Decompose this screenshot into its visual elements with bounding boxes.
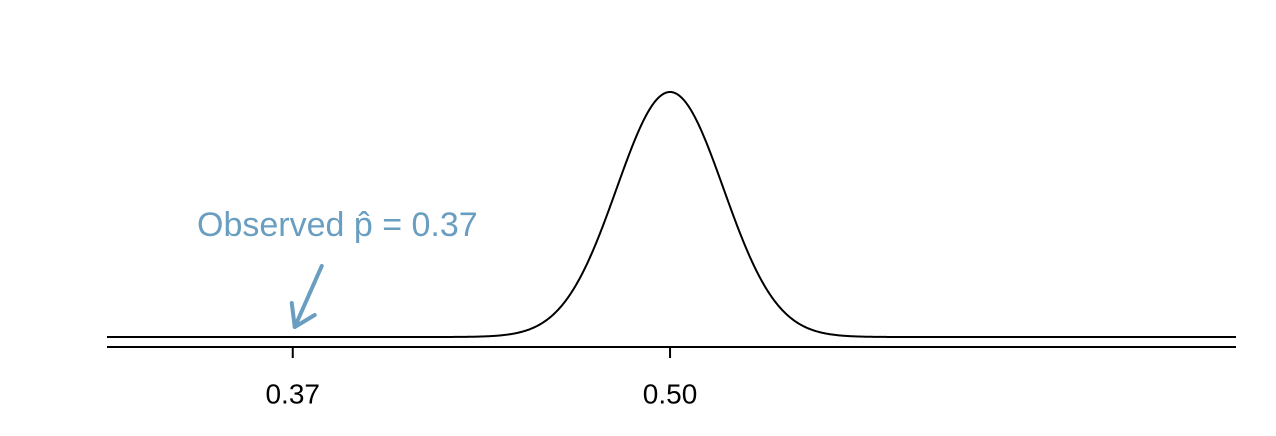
density-curve [107,90,1236,338]
x-tick-label: 0.37 [265,378,320,409]
annotation: Observed p̂ = 0.37 [197,206,478,244]
x-tick-label: 0.50 [643,378,698,409]
annotation-arrow [289,264,324,329]
